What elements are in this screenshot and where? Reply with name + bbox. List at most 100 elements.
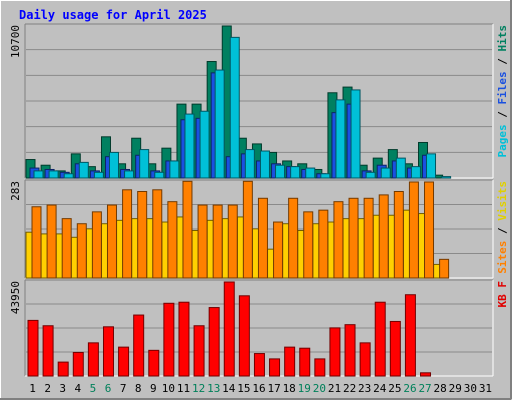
bar-sites-day-27 (424, 181, 435, 279)
bar-sites-day-15 (242, 180, 253, 279)
bar-pages-day-3 (63, 173, 74, 179)
bar-sites-day-4 (76, 223, 87, 279)
bar-pages-day-12 (199, 110, 210, 179)
bar-kb-f-day-22 (344, 324, 356, 377)
panel-hits-files-pages: 10700 Pages / Files / Hits (9, 23, 509, 179)
bar-sites-day-13 (212, 204, 223, 279)
legend-entry: Hits (496, 25, 509, 52)
bar-kb-f-day-17 (269, 358, 281, 377)
x-tick-label: 10 (162, 382, 175, 395)
bar-sites-day-26 (408, 181, 419, 279)
x-tick-label: 4 (75, 382, 82, 395)
x-tick-label: 26 (403, 382, 416, 395)
bar-pages-day-1 (33, 170, 44, 179)
bar-pages-day-27 (426, 153, 437, 179)
bar-kb-f-day-21 (329, 327, 341, 377)
bar-kb-f-day-11 (178, 301, 190, 377)
x-tick-label: 23 (358, 382, 371, 395)
bar-sites-day-17 (273, 221, 284, 279)
bar-sites-day-12 (197, 204, 208, 279)
bar-pages-day-22 (350, 89, 361, 179)
bar-pages-day-5 (93, 171, 104, 179)
bar-pages-day-18 (290, 166, 301, 179)
legend-separator: / (496, 221, 509, 241)
bar-sites-day-24 (378, 194, 389, 279)
panel-visits-sites: 283 Sites / Visits (9, 179, 509, 279)
legend: KB F (496, 281, 509, 308)
bar-kb-f-day-23 (359, 342, 371, 377)
bar-pages-day-2 (48, 170, 59, 179)
legend-entry: Files (496, 71, 509, 104)
bar-sites-day-18 (288, 197, 299, 279)
x-tick-label: 8 (135, 382, 142, 395)
x-tick-label: 27 (418, 382, 431, 395)
bar-kb-f-day-8 (133, 314, 145, 377)
x-tick-label: 3 (59, 382, 66, 395)
x-tick-label: 14 (222, 382, 236, 395)
bar-kb-f-day-16 (253, 353, 265, 377)
bar-kb-f-day-6 (102, 326, 114, 377)
bar-pages-day-4 (78, 161, 89, 179)
bar-pages-day-24 (380, 167, 391, 179)
bar-pages-day-21 (335, 99, 346, 179)
legend-entry: KB F (496, 281, 509, 308)
bar-pages-day-15 (244, 149, 255, 179)
chart-title: Daily usage for April 2025 (19, 8, 207, 22)
x-tick-label: 13 (207, 382, 220, 395)
bar-pages-day-11 (184, 113, 195, 179)
x-tick-label: 9 (150, 382, 157, 395)
chart-panels: 10700 Pages / Files / Hits 283 Sites / Visi… (9, 23, 509, 377)
x-tick-label: 29 (449, 382, 462, 395)
panel-kbytes: 43950 KB F (9, 279, 509, 377)
x-tick-label: 16 (252, 382, 265, 395)
bar-pages-day-6 (108, 151, 119, 179)
x-tick-label: 25 (388, 382, 401, 395)
bar-pages-day-14 (229, 36, 240, 179)
x-tick-label: 2 (44, 382, 51, 395)
x-tick-label: 21 (328, 382, 341, 395)
x-tick-label: 7 (120, 382, 127, 395)
legend-entry: Sites (496, 241, 509, 274)
bar-pages-day-17 (275, 164, 286, 179)
bar-sites-day-20 (318, 209, 329, 279)
x-tick-label: 18 (283, 382, 296, 395)
x-tick-label: 1 (29, 382, 36, 395)
bar-sites-day-10 (167, 201, 178, 279)
x-tick-label: 12 (192, 382, 205, 395)
x-tick-label: 22 (343, 382, 356, 395)
x-tick-label: 5 (90, 382, 97, 395)
bar-sites-day-3 (61, 218, 72, 279)
legend: Sites / Visits (496, 181, 509, 274)
bar-kb-f-day-1 (27, 319, 39, 377)
bar-pages-day-19 (305, 167, 316, 179)
bar-sites-day-9 (152, 189, 163, 279)
bar-pages-day-28 (441, 176, 452, 179)
bar-kb-f-day-2 (42, 325, 54, 377)
x-tick-label: 31 (479, 382, 492, 395)
bar-sites-day-1 (31, 206, 42, 279)
bar-kb-f-day-20 (314, 358, 326, 377)
x-tick-label: 15 (237, 382, 250, 395)
bar-kb-f-day-3 (57, 361, 69, 377)
bar-kb-f-day-25 (389, 320, 401, 377)
bar-sites-day-11 (182, 180, 193, 279)
bar-pages-day-26 (410, 166, 421, 179)
bar-kb-f-day-27 (420, 372, 432, 377)
bar-pages-day-7 (124, 170, 135, 179)
bar-kb-f-day-19 (299, 347, 311, 377)
bar-sites-day-28 (439, 258, 450, 279)
bar-kb-f-day-7 (118, 346, 130, 377)
bar-sites-day-7 (122, 189, 133, 279)
bar-kb-f-day-15 (238, 295, 250, 377)
bar-pages-day-10 (169, 160, 180, 179)
bar-sites-day-25 (393, 190, 404, 279)
bar-kb-f-day-12 (193, 325, 205, 377)
bar-pages-day-25 (395, 157, 406, 179)
x-tick-label: 28 (434, 382, 447, 395)
bar-pages-day-8 (139, 149, 150, 179)
bar-sites-day-8 (137, 190, 148, 279)
bar-sites-day-21 (333, 201, 344, 279)
bar-sites-day-14 (227, 204, 238, 279)
